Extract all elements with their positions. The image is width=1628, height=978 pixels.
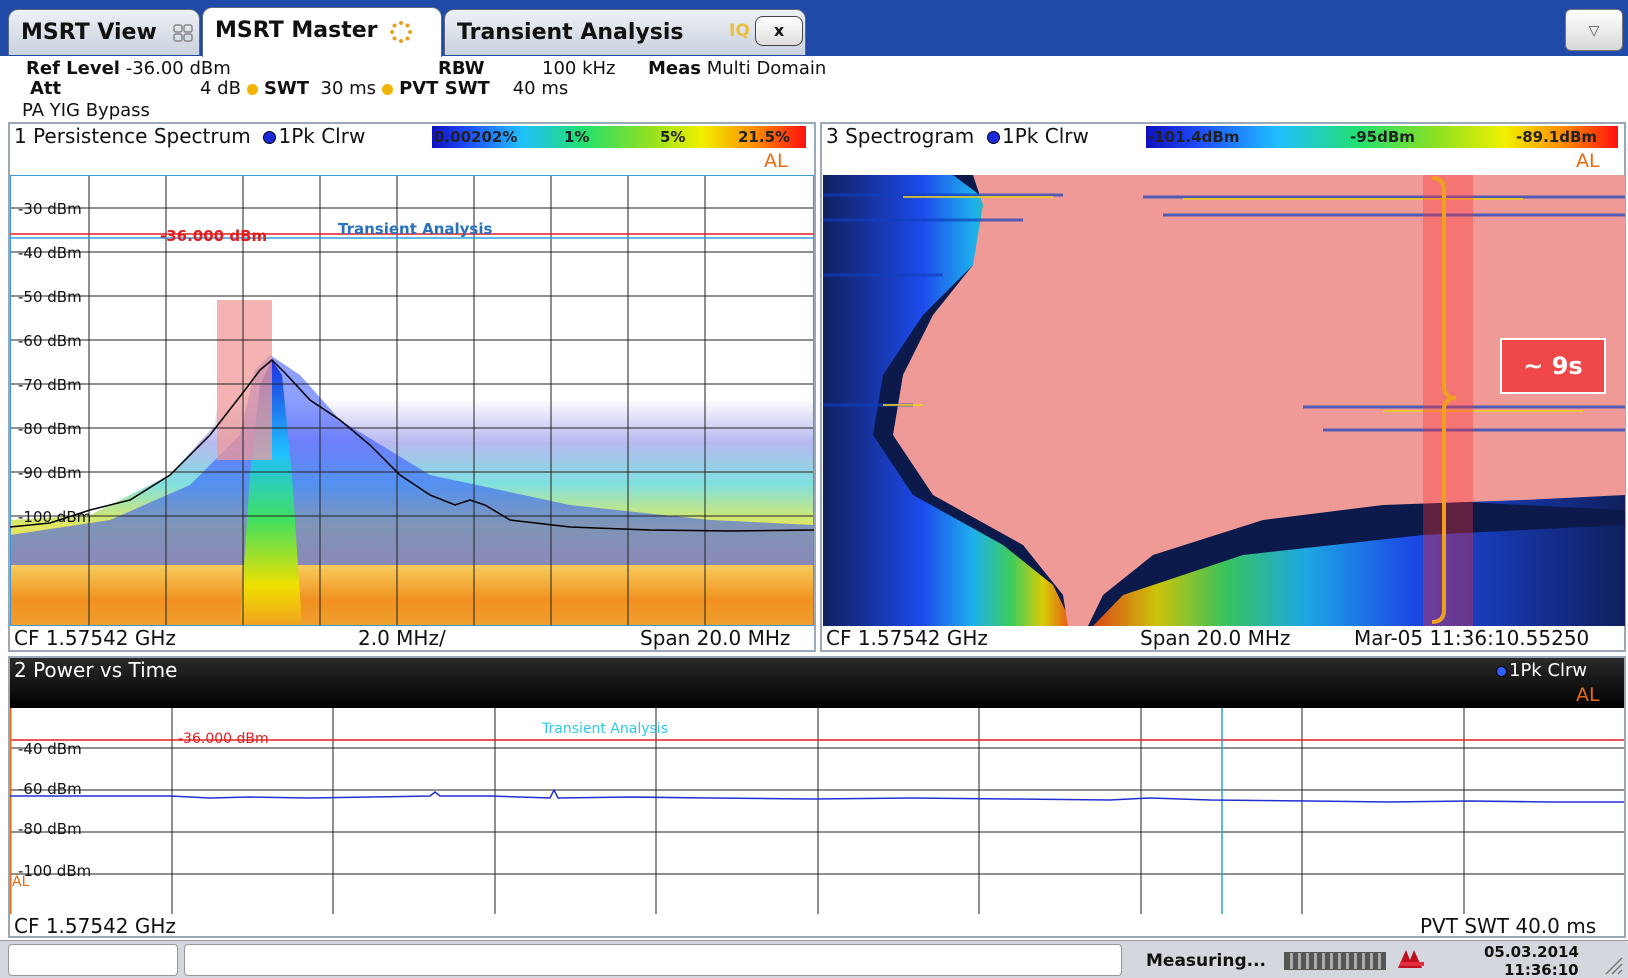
threshold-label: -36.000 dBm bbox=[160, 227, 268, 245]
y-tick-label: -80 dBm bbox=[18, 820, 82, 838]
ref-level-label: Ref Level bbox=[26, 58, 120, 79]
resize-grip-icon[interactable] bbox=[1600, 952, 1624, 976]
pvt-trace: 1Pk Clrw bbox=[1509, 660, 1588, 681]
trace-indicator-icon bbox=[1496, 665, 1507, 677]
annotation-bracket bbox=[1431, 176, 1457, 624]
status-date: 05.03.2014 bbox=[1484, 943, 1579, 961]
pvt-header bbox=[10, 658, 1624, 708]
colorbar-label: 5% bbox=[660, 128, 686, 146]
persistence-plot-area[interactable] bbox=[9, 174, 815, 627]
iq-icon: IQ bbox=[729, 21, 750, 41]
colorbar-label: -95dBm bbox=[1350, 128, 1415, 146]
y-tick-label: -100 dBm bbox=[18, 508, 92, 526]
pvt-center-frequency: CF 1.57542 GHz bbox=[14, 914, 176, 938]
tab-msrt-view[interactable]: MSRT View bbox=[8, 9, 200, 55]
persistence-colorbar: 0.00202% 1% 5% 21.5% bbox=[432, 126, 806, 148]
threshold-label: -36.000 dBm bbox=[178, 731, 269, 747]
persistence-title: 1 Persistence Spectrum bbox=[14, 124, 251, 148]
pvt-plot-svg bbox=[8, 708, 1624, 914]
spectrogram-plot-svg bbox=[823, 175, 1625, 626]
persistence-span: Span 20.0 MHz bbox=[640, 626, 791, 650]
spectrogram-plot-area[interactable] bbox=[823, 175, 1625, 626]
tab-msrt-master-label: MSRT Master bbox=[215, 18, 378, 43]
pvt-swt-label: PVT SWT bbox=[399, 78, 490, 99]
colorbar-label: 0.00202% bbox=[434, 128, 518, 146]
rbw-label: RBW bbox=[438, 58, 485, 79]
y-tick-label: -30 dBm bbox=[18, 200, 82, 218]
rbw-value: 100 kHz bbox=[542, 58, 616, 79]
trace-indicator-icon bbox=[987, 131, 1001, 144]
y-tick-label: -60 dBm bbox=[18, 780, 82, 798]
persistence-trace: 1Pk Clrw bbox=[278, 124, 366, 148]
status-field-left[interactable] bbox=[8, 944, 178, 976]
tab-transient-analysis-label: Transient Analysis bbox=[457, 20, 684, 45]
meas-label: Meas bbox=[648, 58, 701, 79]
transient-overlay bbox=[217, 300, 272, 460]
y-tick-label: -60 dBm bbox=[18, 332, 82, 350]
spectrogram-center-frequency: CF 1.57542 GHz bbox=[826, 626, 988, 650]
spectrogram-title: 3 Spectrogram bbox=[826, 124, 975, 148]
trace-indicator-icon bbox=[263, 131, 277, 144]
progress-indicator bbox=[1284, 952, 1386, 970]
spinner-icon bbox=[389, 20, 413, 44]
pvt-title: 2 Power vs Time bbox=[14, 658, 178, 682]
status-message-field[interactable] bbox=[184, 944, 1122, 976]
y-tick-label: -90 dBm bbox=[18, 464, 82, 482]
auto-level-indicator: AL bbox=[1576, 684, 1600, 706]
grid-lines bbox=[10, 708, 1624, 914]
colorbar-label: -101.4dBm bbox=[1148, 128, 1240, 146]
y-tick-label: -40 dBm bbox=[18, 244, 82, 262]
pvt-plot-area[interactable] bbox=[8, 708, 1624, 914]
dropdown-button[interactable]: ▽ bbox=[1565, 9, 1623, 51]
colorbar-label: -89.1dBm bbox=[1516, 128, 1598, 146]
y-tick-label: -70 dBm bbox=[18, 376, 82, 394]
colorbar-label: 21.5% bbox=[738, 128, 791, 146]
colorbar-label: 1% bbox=[564, 128, 590, 146]
status-time: 11:36:10 bbox=[1504, 961, 1579, 978]
spectrogram-span: Span 20.0 MHz bbox=[1140, 626, 1291, 650]
pvt-swt-status-dot bbox=[382, 83, 394, 95]
att-value: 4 dB bbox=[200, 78, 241, 99]
marker-label: Transient Analysis bbox=[542, 721, 668, 737]
y-tick-label: -100 dBm bbox=[18, 862, 92, 880]
y-tick-label: -50 dBm bbox=[18, 288, 82, 306]
trace-line bbox=[9, 358, 815, 532]
persistence-center-frequency: CF 1.57542 GHz bbox=[14, 626, 176, 650]
spectrogram-timestamp: Mar-05 11:36:10.55250 bbox=[1354, 626, 1590, 650]
ref-level-value: -36.00 dBm bbox=[125, 58, 231, 79]
rs-logo-icon bbox=[1396, 946, 1428, 972]
measuring-status: Measuring... bbox=[1146, 951, 1266, 971]
auto-level-indicator: AL bbox=[764, 150, 788, 172]
grid-icon bbox=[173, 23, 193, 42]
tab-transient-analysis[interactable]: Transient Analysis IQ x bbox=[444, 9, 806, 55]
spectrogram-colorbar: -101.4dBm -95dBm -89.1dBm bbox=[1146, 126, 1618, 148]
grid-lines bbox=[10, 175, 814, 626]
pvt-swt-value: 40 ms bbox=[512, 78, 569, 99]
att-label: Att bbox=[30, 78, 62, 99]
auto-level-indicator: AL bbox=[1576, 150, 1600, 172]
trace-line bbox=[10, 788, 1624, 803]
tab-msrt-view-label: MSRT View bbox=[21, 20, 157, 45]
spectrogram-trace: 1Pk Clrw bbox=[1002, 124, 1089, 148]
swt-label: SWT bbox=[263, 78, 310, 99]
persistence-div: 2.0 MHz/ bbox=[358, 626, 446, 650]
persistence-plot-svg bbox=[9, 174, 815, 627]
marker-label: Transient Analysis bbox=[338, 220, 493, 238]
swt-value: 30 ms bbox=[320, 78, 377, 99]
meas-value: Multi Domain bbox=[706, 58, 827, 79]
y-tick-label: -80 dBm bbox=[18, 420, 82, 438]
close-tab-button[interactable]: x bbox=[755, 16, 803, 46]
auto-level-indicator: AL bbox=[12, 874, 30, 890]
duration-annotation: ~ 9s bbox=[1500, 338, 1606, 394]
tab-msrt-master[interactable]: MSRT Master bbox=[202, 7, 442, 57]
swt-status-dot bbox=[246, 83, 258, 95]
y-tick-label: -40 dBm bbox=[18, 740, 82, 758]
input-note: PA YIG Bypass bbox=[22, 100, 150, 121]
pvt-sweep-time: PVT SWT 40.0 ms bbox=[1420, 914, 1597, 938]
